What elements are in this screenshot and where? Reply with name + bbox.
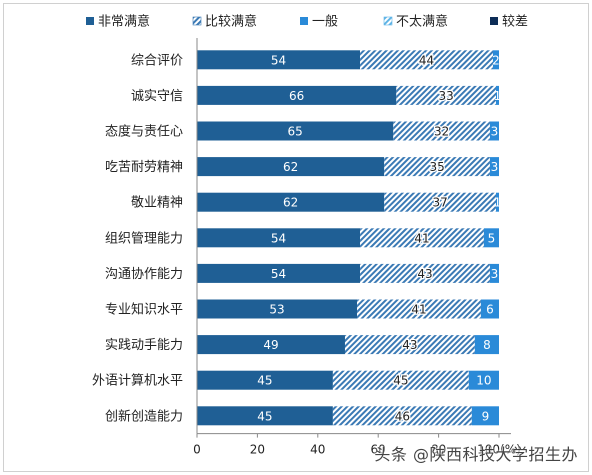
bar-1 <box>197 228 361 248</box>
bar-2 <box>357 299 481 319</box>
category-label: 组织管理能力 <box>105 231 183 246</box>
data-label: 2 <box>492 53 500 67</box>
bar-3 <box>489 157 499 177</box>
bar-1 <box>197 157 385 177</box>
data-label: 41 <box>411 303 426 317</box>
x-tick-label: 100(%) <box>477 443 521 457</box>
bar-3 <box>468 370 499 390</box>
watermark: 头条 @陕西科技大学招生办 <box>374 445 578 464</box>
data-label: 1 <box>494 89 502 103</box>
bar-2 <box>384 157 490 177</box>
category-label: 吃苦耐劳精神 <box>105 159 183 175</box>
bar-2 <box>393 121 490 141</box>
bar-1 <box>197 370 333 390</box>
data-label: 54 <box>271 53 286 67</box>
legend-swatch-4 <box>383 16 393 26</box>
data-label: 3 <box>491 125 499 139</box>
bar-1 <box>197 121 394 141</box>
legend-swatch-1 <box>86 17 94 25</box>
legend: 非常满意 比较满意 一般 不太满意 较差 <box>86 14 528 30</box>
category-label: 诚实守信 <box>131 89 183 104</box>
bar-3 <box>489 121 499 141</box>
bar-2 <box>344 335 475 355</box>
category-label: 外语计算机水平 <box>92 374 183 389</box>
data-label: 45 <box>257 374 272 388</box>
legend-label-5: 较差 <box>502 15 528 30</box>
category-label: 态度与责任心 <box>105 124 183 140</box>
data-label: 62 <box>283 196 298 210</box>
bar-1 <box>197 85 397 105</box>
x-tick-label: 20 <box>250 443 265 457</box>
data-label: 62 <box>283 160 298 174</box>
data-label: 45 <box>257 409 272 423</box>
x-axis: 0 20 40 60 80 100(%) <box>193 38 521 457</box>
data-label: 1 <box>494 196 502 210</box>
legend-swatch-5 <box>490 17 498 25</box>
data-label: 53 <box>269 303 284 317</box>
bar-3 <box>480 299 499 319</box>
category-label: 专业知识水平 <box>105 302 183 318</box>
data-label: 54 <box>271 231 286 245</box>
bar-3 <box>495 192 499 212</box>
data-label: 32 <box>434 125 449 139</box>
x-tick-label: 60 <box>371 443 386 457</box>
legend-label-2: 比较满意 <box>205 14 257 30</box>
data-label: 54 <box>271 267 286 281</box>
data-label: 3 <box>491 160 499 174</box>
bar-1 <box>197 299 358 319</box>
data-label: 5 <box>488 231 496 245</box>
bar-2 <box>332 370 469 390</box>
bar-3 <box>492 50 499 70</box>
bar-2 <box>360 263 490 283</box>
legend-label-4: 不太满意 <box>396 14 448 30</box>
data-label: 3 <box>491 267 499 281</box>
bar-2 <box>332 406 472 426</box>
data-label: 66 <box>289 89 304 103</box>
data-label: 37 <box>432 196 447 210</box>
x-tick-label: 40 <box>310 443 325 457</box>
data-label: 45 <box>393 374 408 388</box>
bar-1 <box>197 192 385 212</box>
bar-2 <box>360 50 493 70</box>
bar-2 <box>360 228 484 248</box>
legend-label-3: 一般 <box>312 14 338 30</box>
legend-swatch-2 <box>192 16 202 26</box>
bar-3 <box>483 228 499 248</box>
data-label: 9 <box>482 409 490 423</box>
data-label: 35 <box>429 160 444 174</box>
bar-3 <box>471 406 499 426</box>
data-label: 41 <box>414 231 429 245</box>
category-label: 沟通协作能力 <box>105 267 183 282</box>
bar-2 <box>384 192 496 212</box>
bar-3 <box>495 85 499 105</box>
category-label: 综合评价 <box>131 53 183 68</box>
data-label: 43 <box>402 338 417 352</box>
legend-swatch-3 <box>300 17 308 25</box>
data-label: 33 <box>439 89 454 103</box>
chart-frame <box>3 3 589 472</box>
category-label: 实践动手能力 <box>105 338 183 353</box>
data-label: 46 <box>395 409 410 423</box>
bar-3 <box>474 335 499 355</box>
data-label: 49 <box>263 338 278 352</box>
bar-1 <box>197 335 345 355</box>
data-label: 10 <box>476 374 491 388</box>
data-label: 44 <box>419 53 434 67</box>
bar-1 <box>197 406 333 426</box>
data-label: 65 <box>288 125 303 139</box>
category-label: 敬业精神 <box>131 195 183 211</box>
x-tick-label: 0 <box>193 443 201 457</box>
data-label: 43 <box>417 267 432 281</box>
legend-label-1: 非常满意 <box>98 14 150 30</box>
bar-2 <box>396 85 496 105</box>
category-label: 创新创造能力 <box>105 408 183 424</box>
bar-1 <box>197 263 361 283</box>
x-tick-label: 80 <box>431 443 446 457</box>
bar-1 <box>197 50 361 70</box>
data-label: 8 <box>483 338 491 352</box>
bar-3 <box>489 263 499 283</box>
data-label: 6 <box>486 303 494 317</box>
